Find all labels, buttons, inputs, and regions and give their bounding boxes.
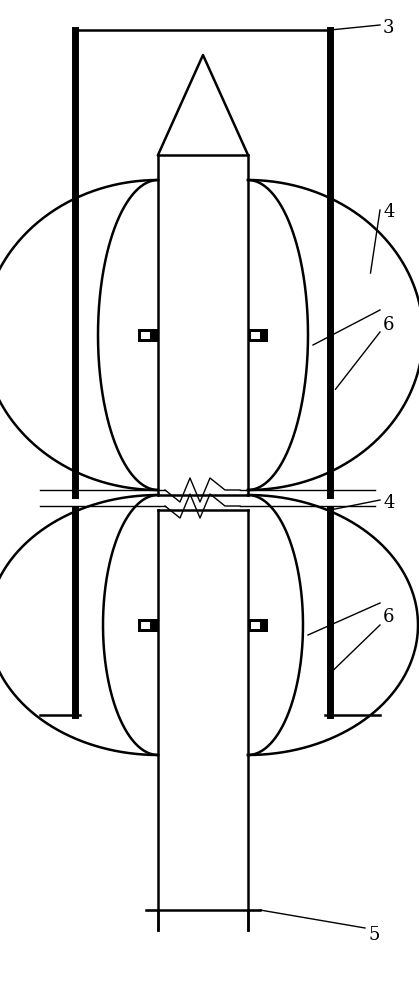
Text: 4: 4	[383, 494, 394, 512]
Bar	[248, 618, 268, 632]
Text: 4: 4	[383, 203, 394, 221]
Bar	[138, 618, 158, 632]
Text: 3: 3	[383, 19, 395, 37]
Bar	[251, 332, 260, 338]
Text: 6: 6	[383, 608, 395, 626]
Bar	[141, 332, 150, 338]
Bar	[141, 621, 150, 629]
Bar	[138, 328, 158, 342]
Bar	[248, 328, 268, 342]
Text: 6: 6	[383, 316, 395, 334]
Text: 5: 5	[368, 926, 379, 944]
Bar	[251, 621, 260, 629]
